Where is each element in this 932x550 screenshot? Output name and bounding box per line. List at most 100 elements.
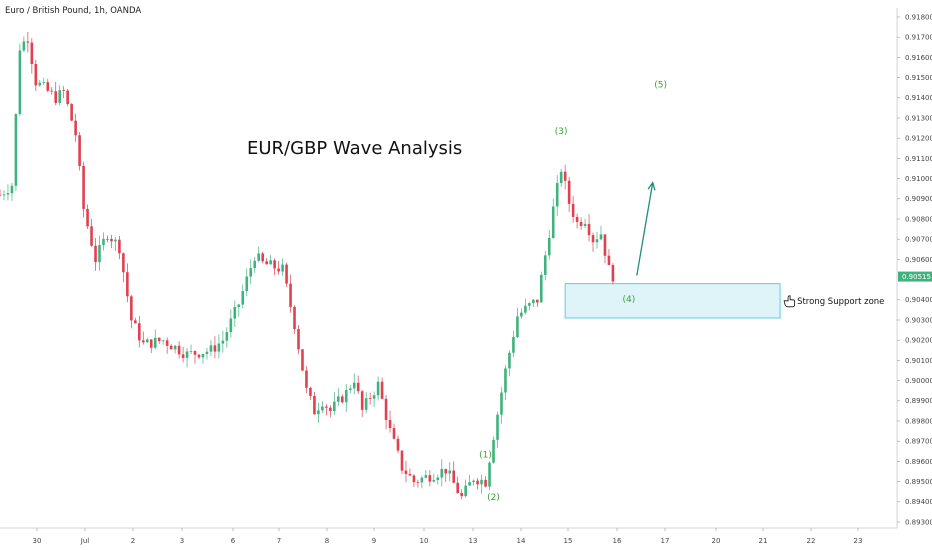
candle — [571, 195, 575, 223]
candle — [157, 337, 161, 344]
candle — [344, 384, 348, 413]
time-tick-label: Jul — [80, 537, 90, 545]
price-tick-label: 0.89600 — [905, 458, 932, 466]
price-axis[interactable]: 0.91800 0.91700 0.91600 0.91500 0.91400 0.913… — [896, 8, 932, 528]
candle — [380, 377, 384, 400]
time-tick-label: 13 — [469, 537, 478, 545]
time-axis[interactable]: 30 Jul 2 3 6 7 8 9 10 13 14 15 16 17 20 21 22 23 — [0, 527, 897, 545]
time-tick-label: 8 — [325, 537, 329, 545]
candles — [0, 32, 615, 500]
candle — [58, 85, 61, 106]
price-tick-label: 0.91300 — [905, 114, 932, 122]
price-tick-label: 0.91200 — [905, 135, 932, 143]
candle — [253, 257, 257, 273]
candle — [579, 217, 583, 230]
candle — [54, 81, 58, 106]
candle — [472, 479, 475, 486]
candle — [249, 259, 253, 284]
candle — [352, 373, 356, 395]
candle — [412, 473, 416, 487]
time-tick-label: 30 — [33, 537, 42, 545]
candle — [524, 298, 527, 315]
candle — [488, 461, 491, 490]
candle — [340, 394, 344, 404]
price-tick-label: 0.90600 — [905, 256, 932, 264]
candle — [177, 340, 181, 359]
candle — [313, 392, 316, 415]
support-zone-box — [564, 283, 781, 319]
annotations: (1) (2) (3) (4) (5) Strong Support zone — [479, 81, 884, 503]
candle — [185, 348, 189, 368]
candle — [2, 190, 6, 200]
candle — [30, 38, 34, 74]
candle — [464, 479, 467, 498]
candle — [50, 87, 54, 95]
candle — [74, 113, 77, 142]
candle — [543, 250, 547, 281]
candle — [309, 386, 312, 401]
current-price-tag — [898, 271, 932, 282]
candle — [285, 262, 288, 288]
candle — [237, 303, 241, 317]
candle — [229, 309, 233, 338]
candle — [14, 113, 18, 191]
candle — [404, 460, 408, 483]
time-tick-label: 20 — [712, 537, 721, 545]
candle — [102, 232, 105, 251]
candle — [484, 476, 487, 488]
candle — [400, 450, 404, 475]
candle — [520, 308, 523, 319]
candle — [197, 354, 201, 360]
candle — [599, 225, 603, 241]
candle — [508, 350, 511, 377]
candle — [333, 392, 336, 415]
candle — [217, 334, 221, 359]
candle — [432, 473, 436, 483]
candle — [225, 327, 229, 348]
candle — [567, 176, 571, 212]
candle — [213, 336, 217, 359]
candle — [480, 474, 483, 494]
support-zone-label: Strong Support zone — [797, 297, 884, 307]
price-tick-label: 0.91400 — [905, 94, 932, 102]
candle — [78, 131, 81, 171]
candle — [368, 392, 372, 405]
candle — [138, 316, 141, 348]
candle — [329, 405, 332, 418]
candle — [468, 474, 471, 486]
candle — [539, 271, 543, 303]
candle — [325, 404, 328, 416]
candle — [372, 391, 376, 408]
candle — [555, 174, 559, 216]
candle — [496, 411, 499, 449]
price-tick-label: 0.91500 — [905, 74, 932, 82]
price-tick-label: 0.90700 — [905, 236, 932, 244]
candle — [289, 274, 292, 313]
candle — [130, 295, 133, 329]
support-zone-layer — [564, 283, 781, 319]
price-tick-label: 0.91000 — [905, 175, 932, 183]
candle — [90, 218, 93, 248]
candle — [106, 235, 109, 243]
price-tick-label: 0.91800 — [905, 13, 932, 21]
price-tick-label: 0.90300 — [905, 316, 932, 324]
candle — [209, 340, 213, 356]
price-tick-label: 0.89800 — [905, 417, 932, 425]
candle — [396, 435, 400, 454]
candle — [440, 459, 444, 487]
candle — [62, 86, 65, 99]
time-tick-label: 21 — [759, 537, 768, 545]
price-tick-label: 0.90000 — [905, 377, 932, 385]
price-tick-label: 0.90900 — [905, 195, 932, 203]
candle — [528, 302, 531, 311]
candle — [86, 204, 89, 229]
candle — [201, 353, 205, 364]
candle — [536, 299, 539, 307]
symbol-label: Euro / British Pound, 1h, OANDA — [5, 6, 141, 16]
candle — [46, 78, 50, 93]
candle — [173, 344, 177, 354]
candle — [181, 346, 185, 363]
candle — [607, 249, 611, 266]
